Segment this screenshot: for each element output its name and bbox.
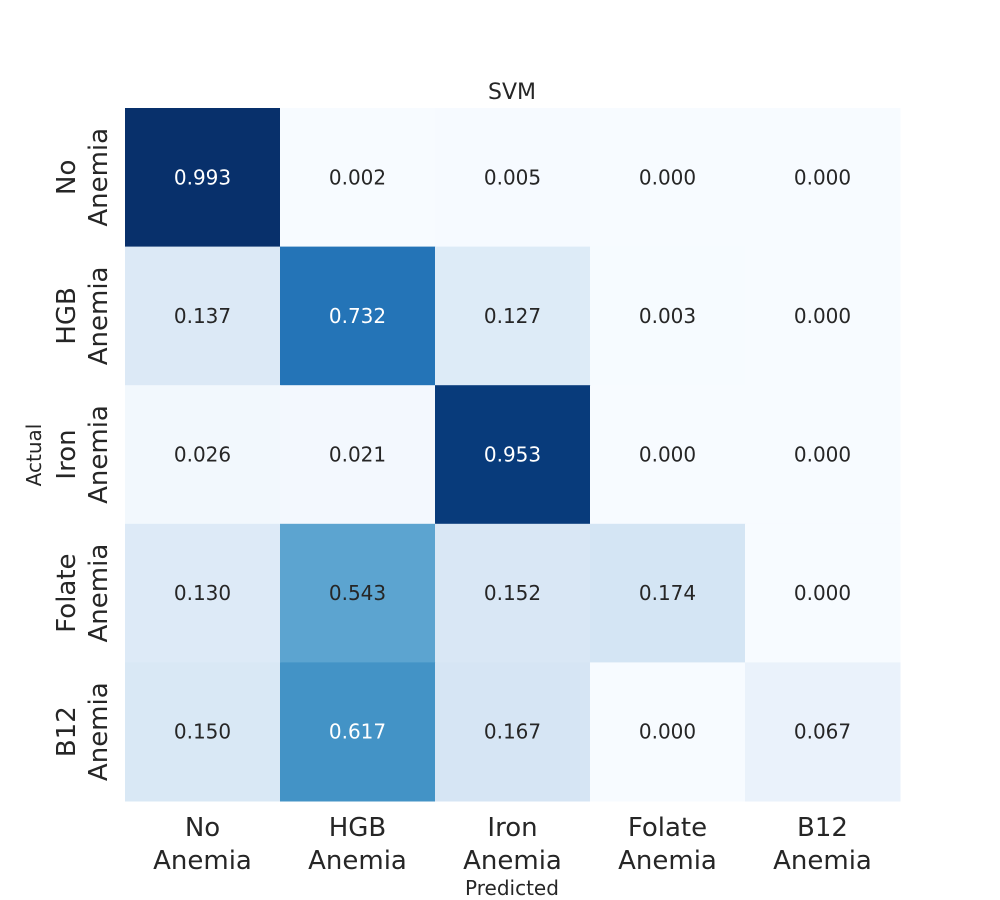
heatmap-cell [745, 108, 901, 248]
x-tick-labels: No Anemia HGB Anemia Iron Anemia Folate Anemia B… [153, 813, 872, 876]
heatmap-cell [280, 246, 436, 386]
cell-value-label: 0.152 [484, 581, 541, 605]
heatmap-cell [280, 108, 436, 248]
heatmap-cell [125, 662, 281, 802]
x-tick-label: B12 Anemia [773, 813, 872, 876]
x-tick-label: No Anemia [153, 813, 252, 876]
heatmap-cell [590, 662, 746, 802]
cell-value-label: 0.732 [329, 304, 386, 328]
cell-value-label: 0.067 [794, 720, 851, 744]
y-tick-labels: NoAnemia HGBAnemia IronAnemia FolateAnemia B… [52, 128, 114, 781]
heatmap-cell [125, 385, 281, 525]
heatmap-cell [125, 108, 281, 248]
cell-value-label: 0.021 [329, 443, 386, 467]
heatmap-cells: 0.993 0.002 0.005 0.000 0.000 0.137 0.732 0.127… [125, 108, 901, 802]
heatmap-cell [280, 385, 436, 525]
heatmap-cell [435, 662, 591, 802]
heatmap-cell [745, 523, 901, 663]
cell-value-label: 0.000 [794, 165, 851, 189]
heatmap-cell [125, 246, 281, 386]
heatmap-cell [590, 108, 746, 248]
heatmap-cell [280, 523, 436, 663]
cell-value-label: 0.137 [174, 304, 231, 328]
cell-value-label: 0.005 [484, 165, 541, 189]
heatmap-cell [745, 246, 901, 386]
heatmap-cell [435, 108, 591, 248]
y-tick-label: IronAnemia [52, 405, 114, 504]
cell-value-label: 0.174 [639, 581, 696, 605]
cell-value-label: 0.953 [484, 443, 541, 467]
y-tick-label: NoAnemia [52, 128, 114, 227]
heatmap-cell [280, 662, 436, 802]
heatmap-cell [590, 523, 746, 663]
y-axis-label: Actual [22, 424, 46, 487]
cell-value-label: 0.000 [794, 304, 851, 328]
cell-value-label: 0.127 [484, 304, 541, 328]
y-tick-label: FolateAnemia [52, 544, 114, 643]
heatmap-cell [125, 523, 281, 663]
cell-value-label: 0.617 [329, 720, 386, 744]
cell-value-label: 0.543 [329, 581, 386, 605]
heatmap-cell [435, 385, 591, 525]
heatmap-cell [590, 246, 746, 386]
cell-value-label: 0.000 [639, 443, 696, 467]
x-tick-label: Iron Anemia [463, 813, 562, 876]
cell-value-label: 0.026 [174, 443, 231, 467]
heatmap-cell [435, 523, 591, 663]
y-tick-label: HGBAnemia [52, 267, 114, 366]
cell-value-label: 0.150 [174, 720, 231, 744]
cell-value-label: 0.000 [794, 581, 851, 605]
y-tick-label: B12Anemia [52, 682, 114, 781]
cell-value-label: 0.000 [639, 720, 696, 744]
cell-value-label: 0.993 [174, 165, 231, 189]
cell-value-label: 0.000 [794, 443, 851, 467]
heatmap-cell [435, 246, 591, 386]
cell-value-label: 0.002 [329, 165, 386, 189]
heatmap-cell [590, 385, 746, 525]
cell-value-label: 0.130 [174, 581, 231, 605]
cell-value-label: 0.000 [639, 165, 696, 189]
heatmap-cell [745, 662, 901, 802]
x-tick-label: HGB Anemia [308, 813, 407, 876]
x-axis-label: Predicted [465, 876, 559, 900]
x-tick-label: Folate Anemia [618, 813, 717, 876]
cell-value-label: 0.003 [639, 304, 696, 328]
cell-value-label: 0.167 [484, 720, 541, 744]
chart-title: SVM [488, 80, 536, 105]
heatmap-cell [745, 385, 901, 525]
